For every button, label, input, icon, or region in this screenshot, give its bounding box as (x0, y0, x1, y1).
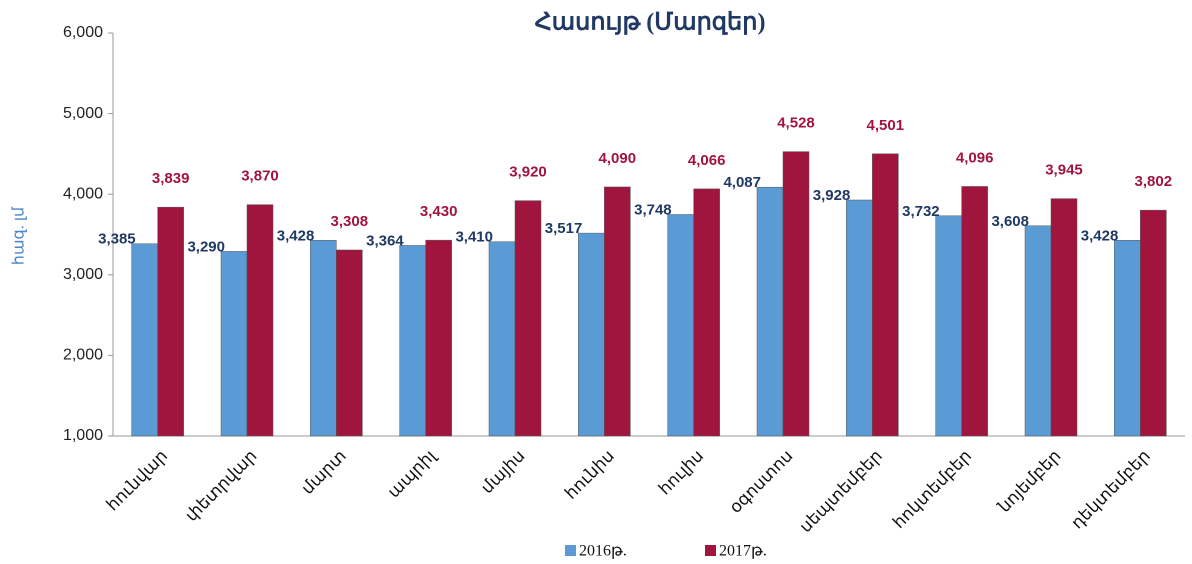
y-tick-label: 4,000 (63, 185, 103, 202)
bar (157, 206, 184, 437)
data-label: 4,090 (599, 150, 637, 167)
bar (782, 151, 810, 437)
data-label: 3,428 (277, 227, 315, 244)
data-label: 3,608 (991, 213, 1029, 230)
data-label: 4,528 (777, 115, 815, 132)
bar (872, 153, 899, 437)
bar (693, 188, 720, 437)
data-label: 3,945 (1045, 162, 1083, 179)
legend-label: 2017թ. (719, 543, 767, 560)
bar (336, 249, 363, 437)
legend-label: 2016թ. (579, 543, 627, 560)
data-label: 3,364 (366, 232, 404, 249)
bar (488, 241, 516, 437)
data-label: 4,096 (956, 149, 994, 166)
bar (220, 251, 248, 437)
x-tick-label: մայիս (477, 446, 528, 497)
data-label: 4,087 (723, 174, 761, 191)
data-label: 3,920 (509, 164, 547, 181)
bar (310, 240, 337, 437)
bar (399, 245, 426, 437)
data-label: 3,839 (152, 170, 190, 187)
data-label: 4,501 (867, 117, 905, 134)
x-tick-label: սեպտեմբեր (796, 446, 886, 536)
y-tick-label: 6,000 (63, 24, 103, 41)
x-tick-label: փետրվար (182, 446, 261, 525)
x-tick-label: հունիս (561, 446, 618, 503)
bar (756, 186, 784, 437)
x-tick-label: հունվար (103, 446, 171, 514)
bar (1114, 240, 1141, 437)
y-tick-label: 3,000 (63, 266, 103, 283)
y-tick-label: 1,000 (63, 427, 103, 444)
bar (1140, 209, 1167, 437)
x-tick-label: դեկտեմբեր (1067, 446, 1153, 532)
bar (514, 200, 542, 437)
data-label: 4,066 (688, 152, 726, 169)
data-label: 3,410 (455, 229, 493, 246)
legend-swatch (705, 545, 716, 556)
x-tick-label: օգոստոս (726, 446, 797, 517)
data-label: 3,430 (420, 203, 458, 220)
data-label: 3,290 (187, 238, 225, 255)
data-label: 3,870 (241, 168, 279, 185)
y-tick-label: 5,000 (63, 105, 103, 122)
bar (667, 214, 694, 437)
data-label: 3,428 (1081, 227, 1119, 244)
chart-title: Հասույթ (Մարզեր) (535, 10, 766, 36)
bar (1050, 198, 1078, 437)
legend-swatch (565, 545, 576, 556)
bar (604, 186, 631, 437)
y-axis-label: հազ. լմ (11, 206, 28, 265)
data-label: 3,802 (1135, 173, 1173, 190)
bar (935, 215, 962, 437)
bar (131, 243, 158, 437)
bar (961, 186, 988, 437)
bar (1024, 225, 1052, 437)
data-label: 3,385 (98, 231, 136, 248)
bar (246, 204, 274, 437)
x-tick-label: հոկտեմբեր (889, 446, 975, 532)
bar (425, 239, 452, 437)
bar (846, 199, 873, 437)
x-tick-label: նոյեմբեր (994, 446, 1065, 517)
data-label: 3,308 (331, 213, 369, 230)
x-tick-label: մարտ (298, 446, 350, 498)
x-tick-label: ապրիլ (384, 445, 440, 501)
data-label: 3,928 (813, 187, 851, 204)
bar (578, 232, 605, 437)
data-label: 3,517 (545, 220, 583, 237)
x-tick-label: հուլիս (655, 446, 707, 498)
data-label: 3,732 (902, 203, 940, 220)
data-label: 3,748 (634, 201, 672, 218)
y-tick-label: 2,000 (63, 347, 103, 364)
